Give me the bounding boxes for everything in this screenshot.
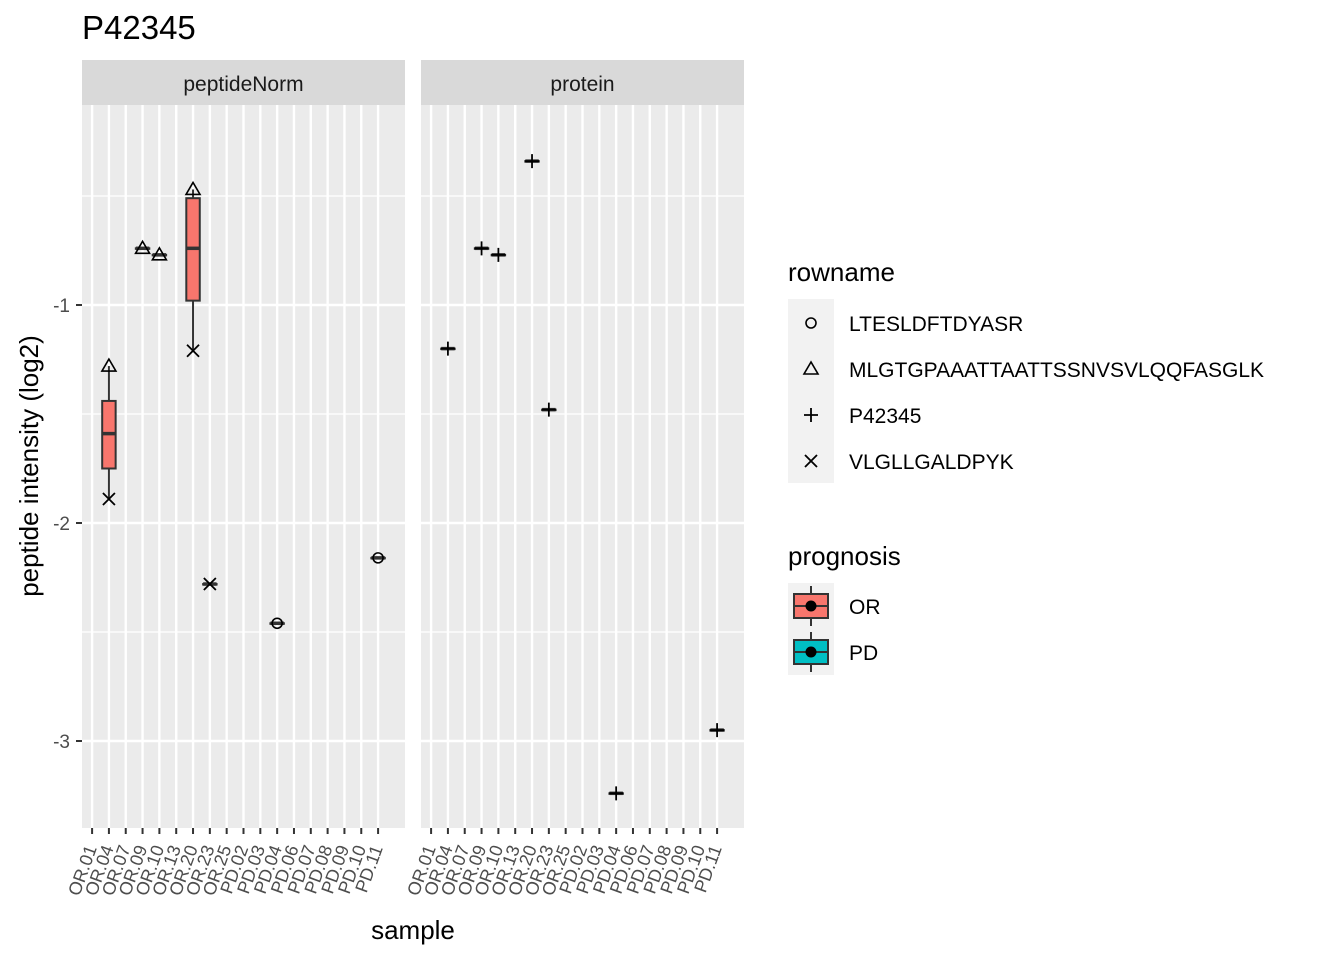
data-point [203, 577, 217, 591]
facet-panel-protein: OR.01OR.04OR.07OR.09OR.10OR.13OR.20OR.23… [403, 60, 744, 898]
legend-key-plus [804, 408, 818, 422]
data-point [440, 341, 455, 356]
facet-panels: OR.01OR.04OR.07OR.09OR.10OR.13OR.20OR.23… [64, 60, 744, 898]
data-point [491, 247, 506, 262]
data-point [710, 723, 725, 738]
legend-title-rowname: rowname [788, 257, 895, 287]
legend-key-point [805, 646, 817, 658]
data-point [474, 241, 489, 256]
data-point [609, 786, 624, 801]
legend-label: MLGTGPAAATTAATTSSNVSVLQQFASGLK [849, 359, 1264, 382]
y-axis-title: peptide intensity (log2) [14, 335, 44, 597]
legend-key-point [805, 600, 817, 612]
data-point [372, 552, 384, 564]
y-tick-label: -2 [53, 514, 70, 535]
legend-key-box-PD [793, 632, 829, 672]
legend-key-circle [805, 317, 817, 329]
y-tick-label: -3 [53, 732, 70, 753]
legend-label: P42345 [849, 405, 921, 428]
y-axis: -1 -2 -3 [53, 296, 82, 753]
legend-label: LTESLDFTDYASR [849, 313, 1023, 336]
y-tick-label: -1 [53, 296, 70, 317]
facet-panel-peptideNorm: OR.01OR.04OR.07OR.09OR.10OR.13OR.20OR.23… [64, 60, 405, 898]
legend-title-prognosis: prognosis [788, 541, 901, 571]
box-OR.04 [101, 366, 117, 500]
data-point [134, 239, 151, 255]
legend-key-triangle [802, 360, 820, 375]
facet-strip-label: peptideNorm [183, 73, 303, 96]
facet-strip [421, 60, 744, 105]
legend-label: OR [849, 596, 881, 619]
data-point [100, 357, 118, 372]
data-point [541, 402, 556, 417]
facet-strip [82, 60, 405, 105]
legend-key-cross [804, 454, 818, 468]
data-point [150, 246, 168, 261]
legend-key-box-OR [793, 586, 829, 626]
data-point [102, 492, 116, 506]
legend-label: PD [849, 642, 878, 665]
data-point [525, 154, 540, 169]
x-axis-title: sample [371, 915, 455, 945]
facet-strip-label: protein [550, 73, 614, 96]
box-OR.20 [185, 189, 201, 351]
legend-label: VLGLLGALDPYK [849, 451, 1014, 474]
legend: rowname LTESLDFTDYASR MLGTGPAAATTAATTSSNVS… [788, 257, 1264, 675]
data-point [186, 344, 200, 358]
chart-title: P42345 [82, 9, 196, 46]
legend-key-background [788, 299, 834, 483]
data-point [184, 180, 202, 196]
data-point [271, 617, 283, 630]
